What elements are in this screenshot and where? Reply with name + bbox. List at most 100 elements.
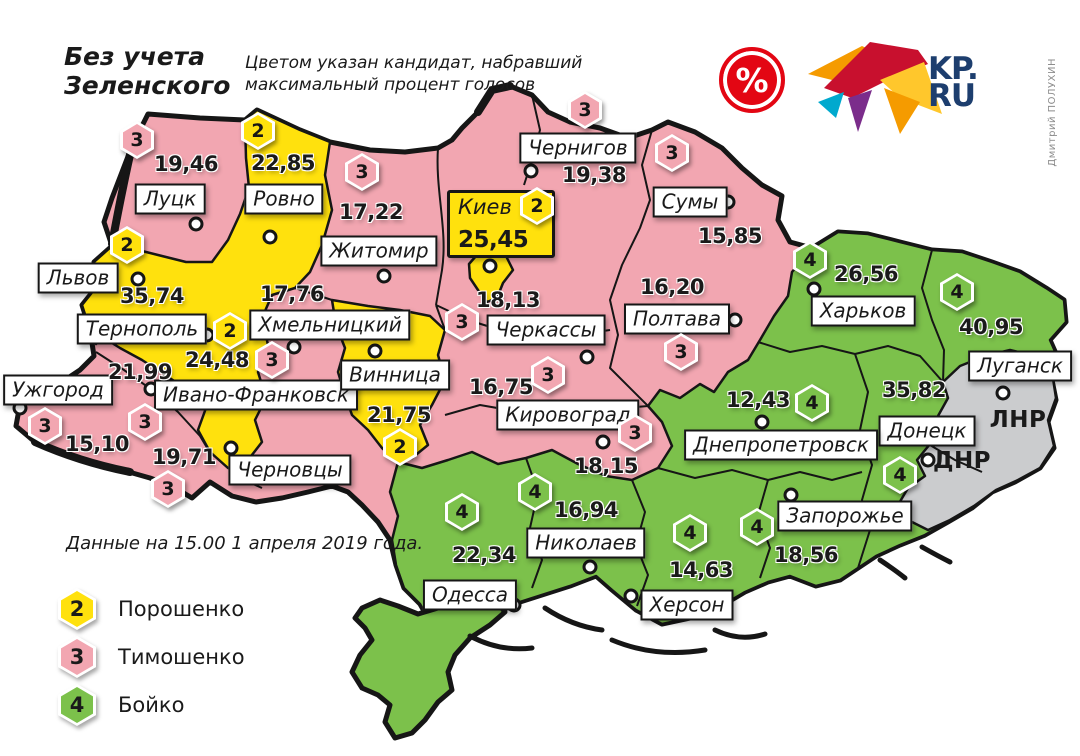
badge-zhitomir: 3: [345, 153, 379, 191]
city-dot-donetsk: [920, 452, 936, 468]
legend-label: Порошенко: [118, 597, 245, 621]
map-kyiv-city: [467, 254, 515, 304]
label-ivano-frankovsk: Ивано-Франковск: [154, 379, 358, 411]
city-dot-kherson: [623, 588, 639, 604]
city-dot-lugansk: [995, 385, 1011, 401]
badge-number: 2: [216, 315, 244, 347]
legend-number: 3: [61, 639, 93, 675]
label-kirovograd: Кировоград: [496, 399, 640, 431]
value-poltava: 16,20: [640, 275, 704, 299]
label-zaporozhye: Запорожье: [777, 500, 913, 532]
value-rovno: 22,85: [251, 151, 315, 175]
badge-sumy: 3: [655, 134, 689, 172]
badge-donetsk: 4: [883, 456, 917, 494]
badge-number: 3: [571, 94, 599, 126]
badge-odessa: 4: [445, 493, 479, 531]
badge-zaporozhye: 4: [740, 508, 774, 546]
label-lvov: Львов: [37, 262, 119, 294]
badge-number: 3: [658, 137, 686, 169]
label-dnepropetrovsk: Днепропетровск: [684, 429, 878, 461]
value-lvov: 35,74: [120, 284, 184, 308]
label-chernovtsy: Черновцы: [228, 454, 352, 486]
subtitle-line2: максимальный процент голосов: [245, 75, 536, 95]
value-lugansk: 40,95: [959, 315, 1023, 339]
value-khmelnitsky: 17,76: [260, 282, 324, 306]
value-chernigov: 19,38: [562, 163, 626, 187]
badge-number: 4: [943, 276, 971, 308]
badge-number: 2: [244, 115, 272, 147]
legend-label: Бойко: [118, 693, 185, 717]
badge-kirovograd: 3: [618, 414, 652, 452]
value-kherson: 14,63: [669, 558, 733, 582]
percent-glyph: %: [735, 60, 769, 100]
badge-cherkassy: 3: [531, 356, 565, 394]
subtitle-line1: Цветом указан кандидат, набравший: [245, 53, 583, 73]
badge-number: 3: [31, 410, 59, 442]
badge-rovno: 2: [241, 112, 275, 150]
label-ternopol: Тернополь: [76, 313, 208, 345]
label-kherson: Херсон: [640, 589, 734, 621]
kp-line1: KP.: [928, 51, 979, 87]
city-dot-kharkov: [806, 281, 822, 297]
badge-chernigov: 3: [568, 91, 602, 129]
value-dnepropetrovsk: 12,43: [726, 388, 790, 412]
label-sumy: Сумы: [652, 186, 728, 218]
city-dot-nikolaev: [582, 559, 598, 575]
badge-poltava: 3: [664, 333, 698, 371]
map-coast-detail: [467, 544, 953, 655]
title-line1: Без учета: [64, 42, 206, 71]
value-ternopol: 24,48: [185, 348, 249, 372]
legend-hex-poroshenko: 2: [58, 588, 96, 630]
badge-number: 3: [448, 306, 476, 338]
label-odessa: Одесса: [422, 579, 518, 611]
badge-number: 4: [521, 476, 549, 508]
badge-kherson: 4: [673, 514, 707, 552]
value-odessa: 22,34: [452, 543, 516, 567]
value-chernovtsy: 19,71: [152, 445, 216, 469]
city-dot-dnepropetrovsk: [754, 414, 770, 430]
badge-number: 3: [131, 406, 159, 438]
badge-vinnitsa: 2: [383, 428, 417, 466]
page-subtitle: Цветом указан кандидат, набравший максим…: [245, 52, 582, 96]
badge-lutsk: 3: [120, 121, 154, 159]
badge-number: 3: [621, 417, 649, 449]
badge-uzhgorod: 3: [28, 407, 62, 445]
legend-number: 2: [61, 591, 93, 627]
label-lutsk: Луцк: [134, 183, 206, 215]
badge-kiev-oblast: 3: [445, 303, 479, 341]
label-lnr: ЛНР: [989, 407, 1047, 433]
badge-lvov: 2: [110, 226, 144, 264]
legend-hex-tymoshenko: 3: [58, 636, 96, 678]
value-cherkassy: 16,75: [469, 375, 533, 399]
kp-line2: RU: [928, 78, 976, 114]
value-vinnitsa: 21,75: [367, 403, 431, 427]
value-nikolaev: 16,94: [554, 498, 618, 522]
value-donetsk: 35,82: [882, 378, 946, 402]
page-title: Без учета Зеленского: [64, 42, 230, 100]
value-ivano-frankovsk: 21,99: [108, 360, 172, 384]
badge-kiev: 2: [520, 187, 554, 225]
city-dot-vinnitsa: [367, 343, 383, 359]
badge-number: 4: [796, 244, 824, 276]
badge-lugansk: 4: [940, 273, 974, 311]
badge-number: 4: [743, 511, 771, 543]
kp-ru-wordmark: KP. RU: [928, 51, 979, 114]
data-timestamp-note: Данные на 15.00 1 апреля 2019 года.: [66, 533, 424, 554]
legend-item-poroshenko: 2 Порошенко: [58, 585, 245, 633]
badge-number: 3: [667, 336, 695, 368]
city-dot-kirovograd: [595, 434, 611, 450]
city-dot-zhitomir: [376, 268, 392, 284]
badge-number: 3: [348, 156, 376, 188]
label-uzhgorod: Ужгород: [3, 374, 113, 406]
author-credit: Дмитрий ПОЛУХИН: [1047, 58, 1058, 167]
badge-number: 3: [123, 124, 151, 156]
badge-number: 2: [386, 431, 414, 463]
legend-label: Тимошенко: [118, 645, 245, 669]
label-rovno: Ровно: [244, 183, 324, 215]
legend-number: 4: [61, 687, 93, 723]
badge-number: 2: [523, 190, 551, 222]
city-dot-lvov: [130, 271, 146, 287]
value-kirovograd: 18,15: [574, 454, 638, 478]
label-chernigov: Чернигов: [519, 132, 637, 164]
badge-ivano-frankovsk: 3: [128, 403, 162, 441]
